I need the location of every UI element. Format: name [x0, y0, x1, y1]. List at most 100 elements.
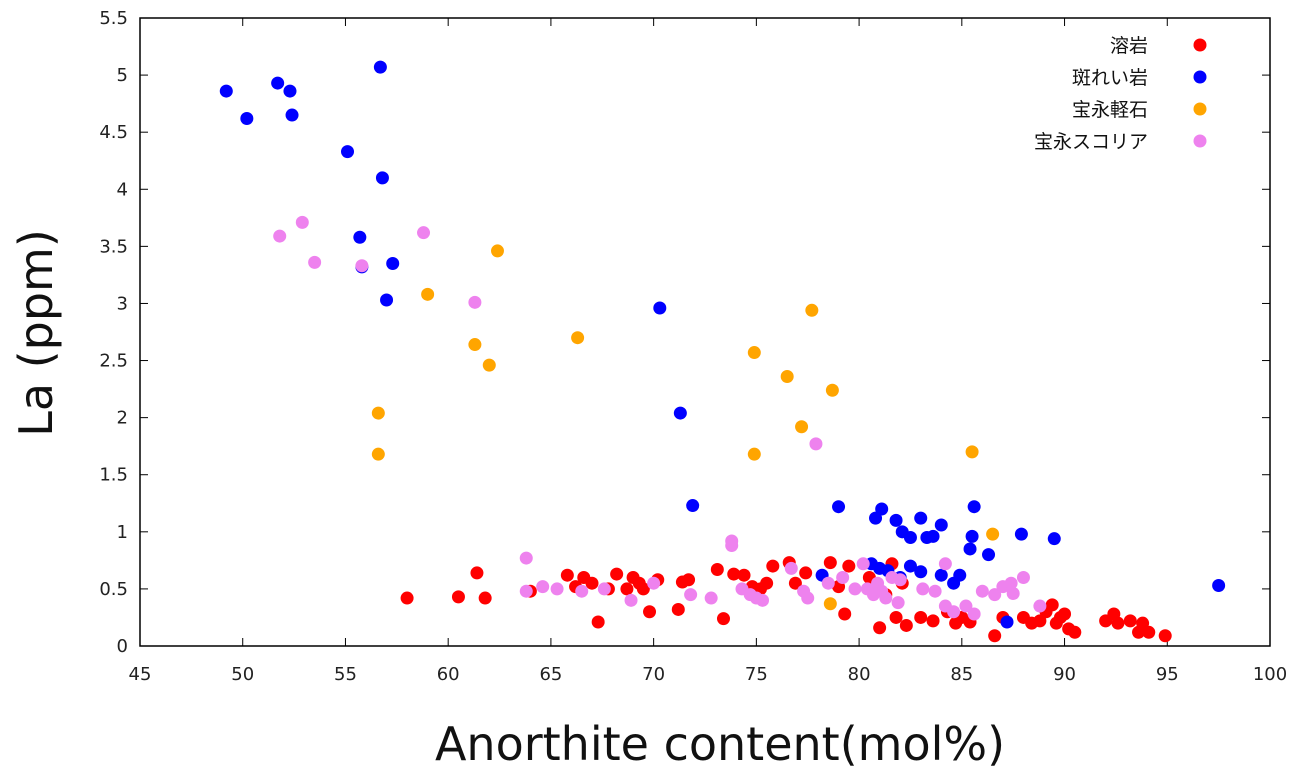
x-tick-label: 55	[334, 664, 357, 685]
data-point-series-1	[375, 171, 389, 185]
data-point-series-1	[869, 511, 883, 525]
data-point-series-3	[273, 229, 287, 243]
data-point-series-1	[341, 145, 355, 159]
data-point-series-0	[1068, 625, 1082, 639]
data-point-series-3	[836, 570, 850, 584]
data-point-series-3	[938, 557, 952, 571]
data-point-series-3	[756, 593, 770, 607]
data-point-series-3	[468, 295, 482, 309]
data-point-series-3	[988, 588, 1002, 602]
data-point-series-0	[889, 610, 903, 624]
data-point-series-0	[585, 576, 599, 590]
data-point-series-3	[879, 591, 893, 605]
data-point-series-1	[832, 500, 846, 514]
legend-label-series-2: 宝永軽石	[1072, 99, 1148, 121]
data-point-series-3	[519, 551, 533, 565]
data-point-series-3	[295, 215, 309, 229]
data-point-series-1	[903, 559, 917, 573]
x-tick-label: 45	[129, 664, 152, 685]
y-axis-title: La (ppm)	[9, 229, 63, 437]
data-point-series-1	[889, 513, 903, 527]
data-point-series-1	[219, 84, 233, 98]
legend-marker-series-0	[1193, 38, 1207, 52]
data-point-series-3	[624, 593, 638, 607]
data-point-series-2	[965, 445, 979, 459]
data-point-series-2	[747, 447, 761, 461]
data-point-series-2	[795, 420, 809, 434]
x-axis-title: Anorthite content(mol%)	[435, 717, 1005, 771]
data-point-series-1	[1000, 615, 1014, 629]
legend-label-series-3: 宝永スコリア	[1034, 131, 1148, 153]
data-point-series-0	[478, 591, 492, 605]
data-point-series-0	[591, 615, 605, 629]
data-point-series-2	[571, 331, 585, 345]
data-point-series-3	[975, 584, 989, 598]
y-tick-label: 3.5	[99, 236, 128, 257]
data-point-series-3	[308, 255, 322, 269]
data-point-series-0	[727, 567, 741, 581]
data-point-series-1	[271, 76, 285, 90]
data-point-series-1	[386, 256, 400, 270]
legend-marker-series-1	[1193, 70, 1207, 84]
data-point-series-0	[620, 582, 634, 596]
data-point-series-3	[928, 584, 942, 598]
y-tick-label: 3	[117, 293, 128, 314]
data-point-series-0	[1142, 625, 1156, 639]
y-tick-label: 2.5	[99, 351, 128, 372]
data-point-series-0	[788, 576, 802, 590]
data-point-series-1	[914, 511, 928, 525]
plot-frame	[139, 17, 1271, 647]
data-point-series-3	[959, 599, 973, 613]
data-point-series-0	[988, 629, 1002, 643]
data-point-series-3	[536, 580, 550, 594]
x-tick-label: 90	[1053, 664, 1076, 685]
data-point-series-1	[283, 84, 297, 98]
data-point-series-3	[809, 437, 823, 451]
data-point-series-1	[953, 568, 967, 582]
data-point-series-0	[926, 614, 940, 628]
data-point-series-1	[653, 301, 667, 315]
data-point-series-1	[934, 518, 948, 532]
data-point-series-3	[355, 259, 369, 273]
data-point-series-3	[821, 576, 835, 590]
legend-marker-series-2	[1193, 102, 1207, 116]
legend-marker-series-3	[1193, 134, 1207, 148]
data-point-series-0	[636, 582, 650, 596]
data-point-series-2	[468, 338, 482, 352]
data-point-series-2	[823, 597, 837, 611]
legend-label-series-0: 溶岩	[1110, 35, 1148, 57]
data-point-series-1	[875, 502, 889, 516]
y-tick-label: 0.5	[99, 579, 128, 600]
data-point-series-1	[673, 406, 687, 420]
data-point-series-1	[353, 230, 367, 244]
data-point-series-3	[704, 591, 718, 605]
data-point-series-3	[967, 607, 981, 621]
axis-ticks: 45 50 55 60 65 70 75 80 85 90 95 10000.511.522.533.…	[99, 8, 1287, 685]
data-point-series-0	[1123, 614, 1137, 628]
data-point-series-0	[682, 573, 696, 587]
data-point-series-2	[421, 287, 435, 301]
data-point-series-1	[373, 60, 387, 74]
y-tick-label: 5	[117, 65, 128, 86]
data-point-series-2	[780, 370, 794, 384]
data-point-series-3	[916, 582, 930, 596]
data-point-series-2	[986, 527, 1000, 541]
data-point-series-3	[784, 561, 798, 575]
data-point-series-0	[914, 610, 928, 624]
data-point-series-0	[560, 568, 574, 582]
data-point-series-2	[482, 358, 496, 372]
data-point-series-1	[240, 111, 254, 125]
data-point-series-0	[710, 562, 724, 576]
data-point-series-0	[1033, 614, 1047, 628]
data-point-series-1	[914, 565, 928, 579]
data-point-series-1	[1212, 578, 1226, 592]
data-point-series-0	[899, 618, 913, 632]
data-point-series-1	[926, 529, 940, 543]
data-points	[219, 60, 1226, 643]
data-point-series-1	[1047, 532, 1061, 546]
data-point-series-3	[1016, 570, 1030, 584]
x-tick-label: 85	[950, 664, 973, 685]
data-point-series-0	[1136, 616, 1150, 630]
